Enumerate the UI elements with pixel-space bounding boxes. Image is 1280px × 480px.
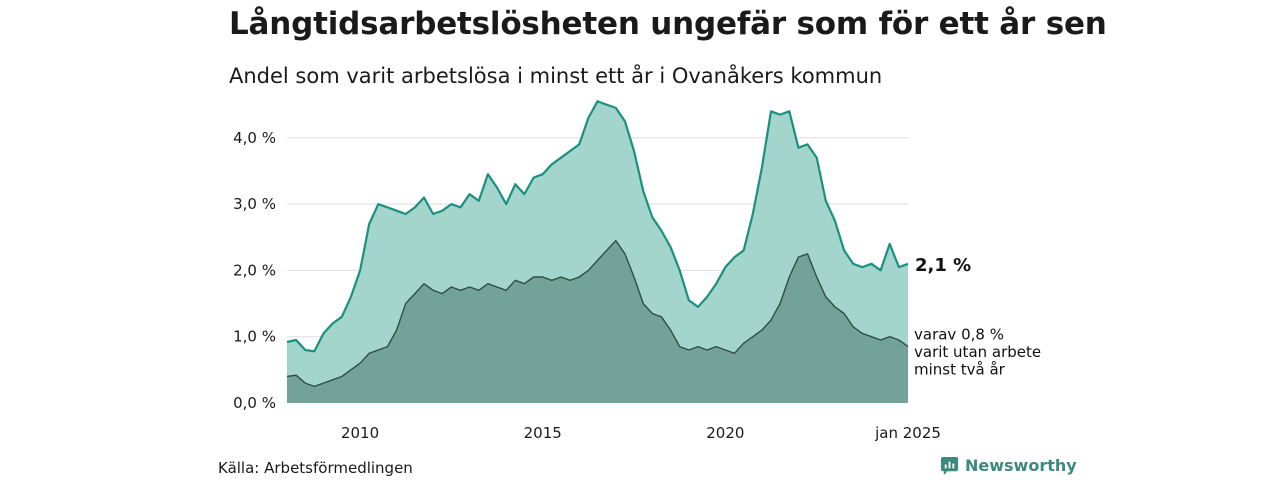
x-tick-label: jan 2025 xyxy=(874,424,941,442)
series-line-total xyxy=(286,100,909,353)
end-label-long: varav 0,8 % xyxy=(914,326,1004,344)
y-tick-label: 2,0 % xyxy=(233,261,276,279)
series-line-long xyxy=(286,239,909,388)
y-tick-label: 1,0 % xyxy=(233,328,276,346)
y-tick-label: 4,0 % xyxy=(233,129,276,147)
end-label-long: varit utan arbete xyxy=(914,343,1041,361)
y-tick-label: 3,0 % xyxy=(233,195,276,213)
chart-title: Långtidsarbetslösheten ungefär som för e… xyxy=(229,6,1107,42)
y-tick-label: 0,0 % xyxy=(233,394,276,412)
axis-ticks: 0,0 % 1,0 % 2,0 % 3,0 % 4,0 % 2010 2015 2020 jan… xyxy=(233,129,941,442)
source-note: Källa: Arbetsförmedlingen xyxy=(218,459,413,477)
newsworthy-logo-icon xyxy=(940,456,959,475)
series-area-long xyxy=(287,240,908,403)
brand-name: Newsworthy xyxy=(965,456,1077,475)
x-tick-label: 2010 xyxy=(341,424,379,442)
series-areas xyxy=(286,100,909,404)
x-tick-label: 2020 xyxy=(706,424,744,442)
x-tick-label: 2015 xyxy=(524,424,562,442)
end-label-total: 2,1 % xyxy=(915,255,971,276)
chart-subtitle: Andel som varit arbetslösa i minst ett å… xyxy=(229,64,883,88)
end-label-long: minst två år xyxy=(914,361,1006,379)
brand-logo[interactable]: Newsworthy xyxy=(940,456,1077,475)
